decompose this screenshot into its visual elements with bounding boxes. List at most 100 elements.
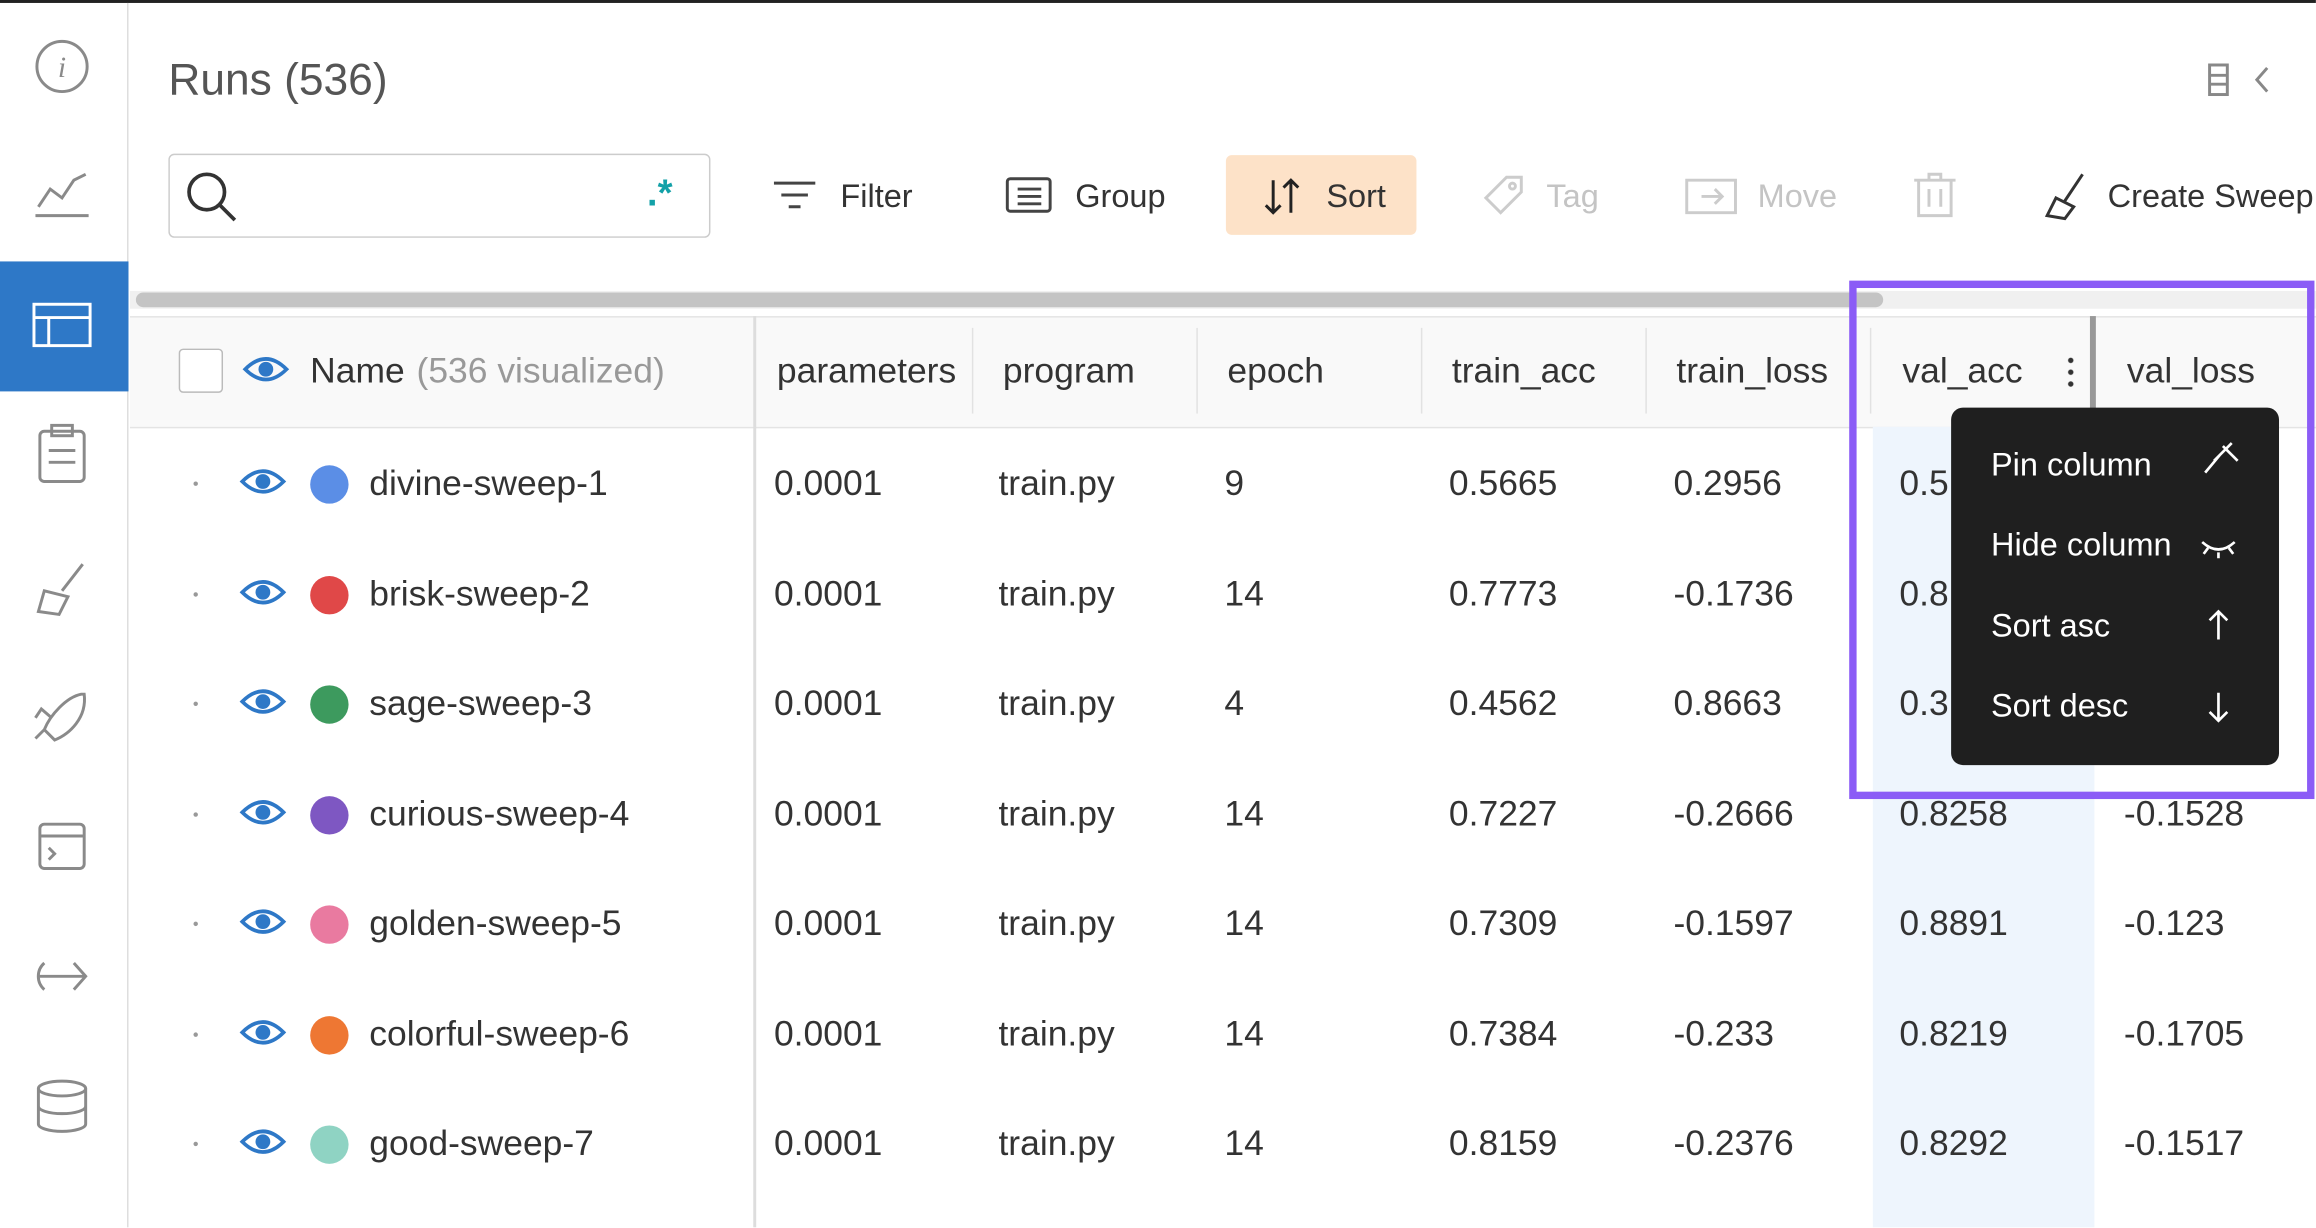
run-name[interactable]: sage-sweep-3: [369, 684, 592, 725]
cell: 0.8891: [1899, 904, 2008, 945]
run-name[interactable]: golden-sweep-5: [369, 904, 622, 945]
cell: 0.8: [1899, 574, 1949, 614]
sort-highlight: [1225, 155, 1417, 235]
cell: 0.3: [1899, 684, 1949, 725]
toolbar-icons: [773, 172, 2084, 221]
scrollbar-thumb[interactable]: [135, 292, 1884, 308]
cell: -0.2376: [1673, 1124, 1794, 1165]
cell: 9: [1224, 464, 1245, 504]
select-all-checkbox[interactable]: [178, 348, 224, 393]
row-bullet: [193, 701, 198, 707]
run-color[interactable]: [310, 1015, 349, 1054]
row-bullet: [193, 1031, 198, 1037]
visibility-toggle[interactable]: [239, 795, 287, 827]
column-separator: [1196, 327, 1198, 414]
cell: -0.123: [2123, 904, 2225, 945]
cell: train.py: [998, 464, 1115, 504]
cell: 0.5665: [1448, 464, 1558, 504]
cell: train.py: [998, 1124, 1115, 1165]
regex-toggle[interactable]: .*: [646, 169, 673, 215]
menu-item[interactable]: Sort desc: [1990, 686, 2129, 724]
visibility-toggle[interactable]: [239, 1015, 287, 1047]
sidebar-active[interactable]: [0, 261, 129, 392]
table-header: [129, 316, 2316, 429]
run-name[interactable]: divine-sweep-1: [369, 464, 608, 504]
cell: 0.7309: [1448, 904, 1558, 945]
column-header[interactable]: parameters: [776, 351, 957, 392]
toolbar-button[interactable]: Sort: [1326, 176, 1386, 214]
column-header[interactable]: train_acc: [1451, 351, 1596, 392]
cell: 0.8292: [1899, 1124, 2008, 1165]
cell: 0.0001: [773, 904, 883, 945]
name-header[interactable]: Name: [310, 351, 405, 392]
cell: 0.0001: [773, 574, 883, 614]
cell: 0.2956: [1673, 464, 1782, 504]
cell: 14: [1224, 1124, 1264, 1165]
visibility-toggle[interactable]: [239, 465, 287, 497]
cell: 0.0001: [773, 684, 883, 725]
run-color[interactable]: [310, 1125, 349, 1164]
cell: 0.8258: [1899, 794, 2008, 835]
search-box[interactable]: [168, 153, 711, 238]
toolbar-button[interactable]: Filter: [840, 176, 913, 214]
cell: 0.0001: [773, 1124, 883, 1165]
run-color[interactable]: [310, 575, 349, 614]
run-color[interactable]: [310, 465, 349, 504]
cell: 4: [1224, 684, 1245, 725]
top-border: [0, 0, 2316, 3]
visibility-toggle[interactable]: [239, 575, 287, 607]
column-separator: [1869, 327, 1872, 414]
column-menu: [1951, 407, 2280, 766]
sidebar: [0, 2, 129, 1228]
visualized-count: (536 visualized): [416, 351, 665, 392]
cell: 14: [1224, 904, 1264, 945]
toolbar-button[interactable]: Create Sweep: [2107, 176, 2314, 214]
pinned-divider: [753, 316, 757, 1228]
menu-item[interactable]: Hide column: [1990, 525, 2172, 563]
visibility-toggle[interactable]: [239, 1125, 287, 1157]
cell: train.py: [998, 684, 1115, 725]
column-resize[interactable]: [2089, 316, 2096, 426]
cell: 14: [1224, 1014, 1264, 1055]
visibility-toggle-all[interactable]: [242, 353, 290, 385]
column-header[interactable]: train_loss: [1676, 351, 1829, 392]
row-bullet: [193, 591, 198, 596]
visibility-toggle[interactable]: [239, 685, 287, 717]
cell: 0.7227: [1448, 794, 1558, 835]
panel-controls[interactable]: [2201, 59, 2275, 103]
cell: 0.8219: [1899, 1014, 2008, 1055]
cell: 0.0001: [773, 794, 883, 835]
cell: train.py: [998, 574, 1115, 614]
toolbar-button[interactable]: Group: [1075, 176, 1166, 214]
page-title: Runs (536): [168, 56, 388, 105]
cell: 0.4562: [1448, 684, 1558, 725]
menu-item[interactable]: Pin column: [1990, 445, 2152, 483]
svg-text:i: i: [58, 52, 66, 84]
visibility-toggle[interactable]: [239, 905, 287, 937]
run-color[interactable]: [310, 795, 349, 834]
cell: 0.0001: [773, 1014, 883, 1055]
menu-icons: [2201, 442, 2239, 723]
row-bullet: [193, 481, 198, 486]
sidebar-icons[interactable]: i: [0, 0, 128, 1227]
run-name[interactable]: brisk-sweep-2: [369, 574, 590, 614]
run-color[interactable]: [310, 905, 349, 944]
column-header[interactable]: program: [1002, 351, 1135, 392]
column-header[interactable]: val_acc: [1902, 351, 2023, 392]
column-header[interactable]: epoch: [1227, 351, 1324, 392]
run-name[interactable]: colorful-sweep-6: [369, 1014, 630, 1055]
run-name[interactable]: good-sweep-7: [369, 1124, 594, 1165]
column-header[interactable]: val_loss: [2126, 351, 2255, 392]
column-kebab[interactable]: [2067, 354, 2074, 390]
menu-item[interactable]: Sort asc: [1990, 606, 2111, 644]
run-name[interactable]: curious-sweep-4: [369, 794, 630, 835]
cell: -0.1528: [2123, 794, 2245, 835]
search-icon: [187, 172, 237, 222]
column-separator: [1420, 327, 1423, 414]
cell: 0.7384: [1448, 1014, 1558, 1055]
run-color[interactable]: [310, 685, 349, 724]
cell: -0.1736: [1673, 574, 1794, 614]
column-separator: [971, 327, 974, 414]
